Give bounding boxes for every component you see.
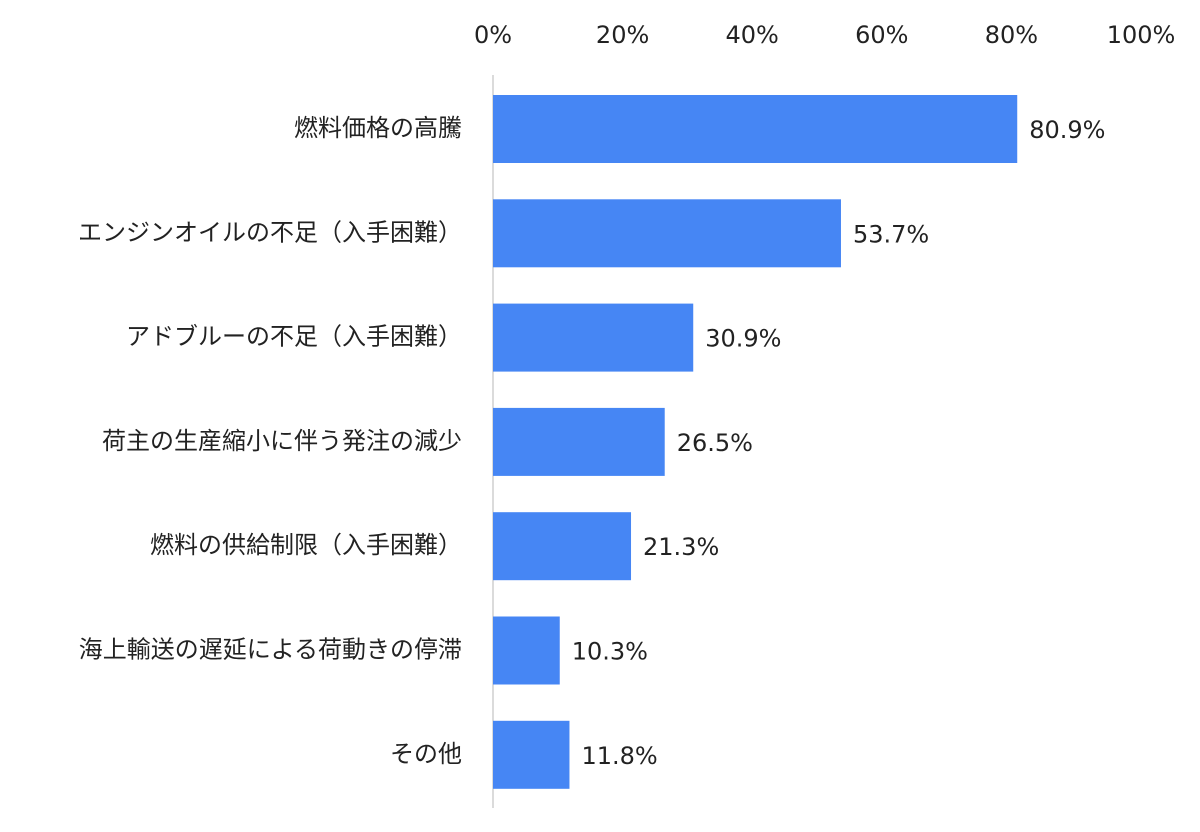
value-label: 10.3% [572, 638, 648, 666]
value-label: 21.3% [643, 533, 719, 561]
x-tick-label: 40% [726, 21, 779, 49]
x-tick-label: 60% [855, 21, 908, 49]
value-label: 53.7% [853, 220, 929, 248]
bar [493, 512, 632, 581]
bar [493, 616, 560, 685]
value-label: 80.9% [1029, 116, 1105, 144]
category-label: エンジンオイルの不足（入手困難） [78, 218, 462, 246]
category-label: 燃料の供給制限（入手困難） [150, 531, 462, 559]
category-label: その他 [390, 740, 462, 768]
x-tick-label: 100% [1107, 21, 1176, 49]
bar [493, 95, 1018, 163]
bar [493, 720, 570, 789]
x-tick-label: 20% [596, 21, 649, 49]
category-label: 荷主の生産縮小に伴う発注の減少 [102, 427, 462, 455]
category-label: 燃料価格の高騰 [294, 114, 462, 142]
value-label: 26.5% [677, 429, 753, 457]
x-tick-label: 80% [985, 21, 1038, 49]
value-label: 11.8% [581, 742, 657, 770]
category-label: 海上輸送の遅延による荷動きの停滞 [79, 636, 462, 664]
bar [493, 199, 841, 268]
bar [493, 303, 694, 372]
value-label: 30.9% [705, 325, 781, 353]
bar [493, 407, 665, 476]
category-label: アドブルーの不足（入手困難） [126, 323, 462, 351]
x-tick-label: 0% [474, 21, 512, 49]
